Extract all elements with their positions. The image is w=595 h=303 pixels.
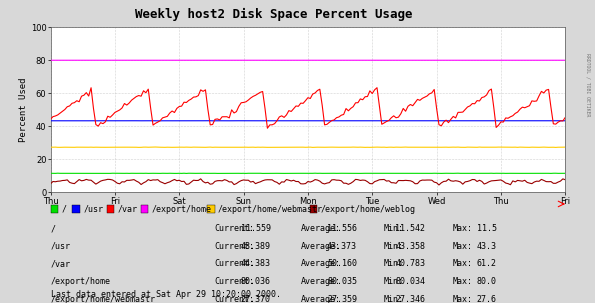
Text: 80.0: 80.0: [477, 277, 497, 286]
Text: Max:: Max:: [452, 277, 472, 286]
Text: 43.3: 43.3: [477, 242, 497, 251]
Text: 11.542: 11.542: [396, 224, 425, 233]
Text: 50.160: 50.160: [327, 259, 357, 268]
Text: Average:: Average:: [300, 259, 340, 268]
Text: 40.783: 40.783: [396, 259, 425, 268]
Text: Current:: Current:: [214, 224, 254, 233]
Text: Weekly host2 Disk Space Percent Usage: Weekly host2 Disk Space Percent Usage: [135, 8, 412, 21]
Text: 11.559: 11.559: [241, 224, 271, 233]
Text: /export/home: /export/home: [51, 277, 111, 286]
Text: Max:: Max:: [452, 224, 472, 233]
Text: 43.373: 43.373: [327, 242, 357, 251]
Text: /export/home/webmastr: /export/home/webmastr: [51, 295, 155, 303]
Text: 11.556: 11.556: [327, 224, 357, 233]
Text: Min:: Min:: [384, 259, 404, 268]
Text: Current:: Current:: [214, 259, 254, 268]
Text: 27.370: 27.370: [241, 295, 271, 303]
Text: Max:: Max:: [452, 259, 472, 268]
Text: Min:: Min:: [384, 277, 404, 286]
Text: Max:: Max:: [452, 295, 472, 303]
Text: Min:: Min:: [384, 224, 404, 233]
Text: Average:: Average:: [300, 242, 340, 251]
Text: Min:: Min:: [384, 242, 404, 251]
Text: Average:: Average:: [300, 277, 340, 286]
Text: /usr: /usr: [51, 242, 71, 251]
Text: 27.359: 27.359: [327, 295, 357, 303]
Text: /: /: [61, 205, 66, 214]
Text: 43.358: 43.358: [396, 242, 425, 251]
Text: 43.389: 43.389: [241, 242, 271, 251]
Text: 11.5: 11.5: [477, 224, 497, 233]
Text: 27.346: 27.346: [396, 295, 425, 303]
Text: Average:: Average:: [300, 224, 340, 233]
Text: 80.036: 80.036: [241, 277, 271, 286]
Text: /usr: /usr: [83, 205, 103, 214]
Text: /: /: [51, 224, 55, 233]
Text: /var: /var: [51, 259, 71, 268]
Text: /export/home/weblog: /export/home/weblog: [321, 205, 415, 214]
Text: Last data entered at Sat Apr 29 10:20:00 2000.: Last data entered at Sat Apr 29 10:20:00…: [51, 290, 281, 299]
Text: /var: /var: [117, 205, 137, 214]
Text: 44.383: 44.383: [241, 259, 271, 268]
Text: RRDTOOL / TOBI OETIKER: RRDTOOL / TOBI OETIKER: [586, 53, 591, 116]
Text: 61.2: 61.2: [477, 259, 497, 268]
Text: 27.6: 27.6: [477, 295, 497, 303]
Text: /export/home: /export/home: [151, 205, 211, 214]
Text: Current:: Current:: [214, 295, 254, 303]
Text: Average:: Average:: [300, 295, 340, 303]
Text: Min:: Min:: [384, 295, 404, 303]
Text: 80.034: 80.034: [396, 277, 425, 286]
Y-axis label: Percent Used: Percent Used: [19, 78, 28, 142]
Text: /export/home/webmastr: /export/home/webmastr: [218, 205, 322, 214]
Text: Current:: Current:: [214, 277, 254, 286]
Text: Max:: Max:: [452, 242, 472, 251]
Text: Current:: Current:: [214, 242, 254, 251]
Text: 80.035: 80.035: [327, 277, 357, 286]
